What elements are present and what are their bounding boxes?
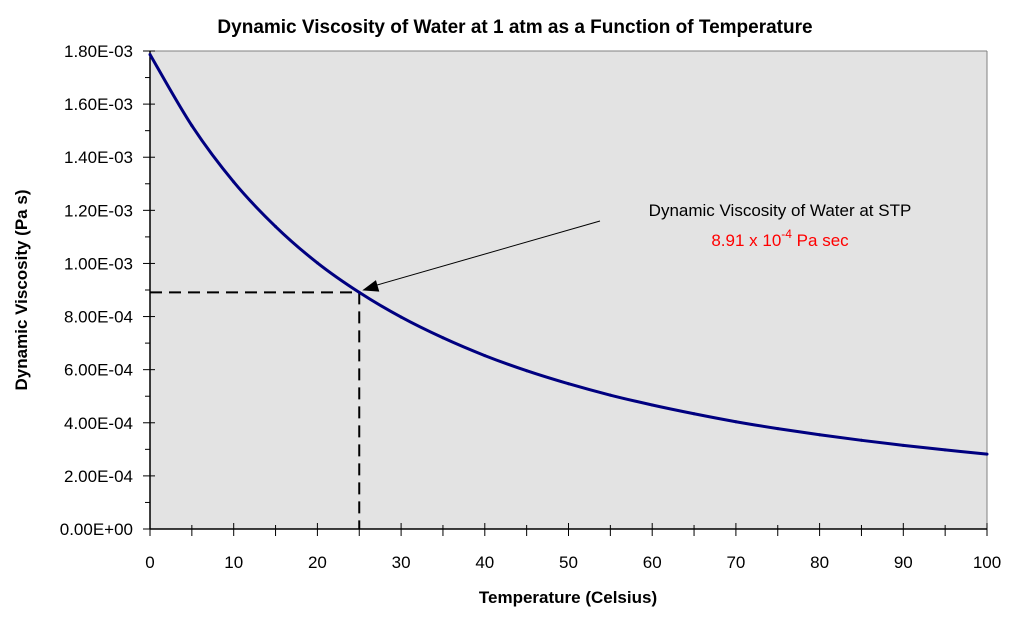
- plot-area: [150, 51, 987, 529]
- y-tick-label: 1.80E-03: [64, 42, 133, 61]
- data-point: [818, 433, 822, 437]
- data-point: [441, 336, 445, 340]
- data-point: [190, 124, 194, 128]
- data-point: [483, 354, 487, 358]
- x-tick-label: 50: [559, 553, 578, 572]
- x-tick-label: 30: [392, 553, 411, 572]
- data-point: [943, 448, 947, 452]
- chart-title: Dynamic Viscosity of Water at 1 atm as a…: [217, 17, 812, 38]
- arrow-head-icon: [362, 280, 380, 292]
- data-point: [901, 443, 905, 447]
- data-point: [985, 452, 989, 456]
- y-tick-label: 1.00E-03: [64, 254, 133, 273]
- data-point: [692, 412, 696, 416]
- x-tick-label: 80: [810, 553, 829, 572]
- data-point: [357, 290, 361, 294]
- y-tick-label: 1.60E-03: [64, 95, 133, 114]
- data-point: [274, 225, 278, 229]
- data-point: [608, 393, 612, 397]
- y-tick-label: 0.00E+00: [60, 520, 133, 539]
- data-point: [525, 369, 529, 373]
- data-point: [776, 427, 780, 431]
- x-axis-title: Temperature (Celsius): [479, 588, 657, 607]
- data-point: [315, 261, 319, 265]
- x-axis: 0 10 20 30 40 50 60 70 80 90 100: [145, 523, 1001, 572]
- annotation-value-mantissa: 8.91 x 10: [711, 231, 781, 250]
- annotation: Dynamic Viscosity of Water at STP 8.91 x…: [362, 201, 911, 292]
- x-tick-label: 70: [726, 553, 745, 572]
- data-point: [399, 315, 403, 319]
- annotation-value-unit: Pa sec: [792, 231, 849, 250]
- data-point: [567, 382, 570, 386]
- x-tick-label: 60: [643, 553, 662, 572]
- y-tick-label: 1.20E-03: [64, 201, 133, 220]
- y-tick-label: 2.00E-04: [64, 467, 133, 486]
- y-tick-label: 4.00E-04: [64, 414, 133, 433]
- x-tick-label: 20: [308, 553, 327, 572]
- annotation-value-exponent: -4: [781, 227, 792, 241]
- annotation-value: 8.91 x 10-4 Pa sec: [711, 227, 849, 250]
- data-point: [734, 420, 738, 424]
- annotation-arrow: [372, 220, 601, 287]
- data-point: [232, 180, 236, 184]
- series-points: [148, 52, 989, 456]
- y-tick-label: 8.00E-04: [64, 308, 133, 327]
- annotation-label: Dynamic Viscosity of Water at STP: [649, 201, 912, 220]
- reference-lines: [150, 291, 361, 529]
- x-tick-label: 100: [973, 553, 1001, 572]
- y-axis-title: Dynamic Viscosity (Pa s): [12, 190, 31, 391]
- x-tick-label: 40: [475, 553, 494, 572]
- x-tick-label: 0: [145, 553, 154, 572]
- data-point: [859, 438, 863, 442]
- x-tick-label: 90: [894, 553, 913, 572]
- y-tick-label: 1.40E-03: [64, 148, 133, 167]
- y-tick-label: 6.00E-04: [64, 361, 133, 380]
- x-tick-label: 10: [224, 553, 243, 572]
- data-point: [148, 52, 152, 56]
- y-axis: 0.00E+00 2.00E-04 4.00E-04 6.00E-04 8.00E-04…: [60, 42, 155, 539]
- data-point: [650, 403, 654, 407]
